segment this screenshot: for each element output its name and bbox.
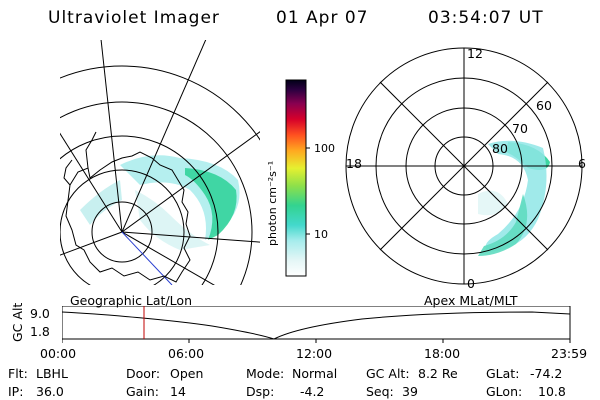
x-tick-0000: 00:00 [40, 346, 77, 361]
intensity-colorbar [285, 79, 310, 277]
y-tick-9: 9.0 [30, 306, 50, 321]
mlat-label-80: 80 [492, 141, 508, 156]
instrument-title: Ultraviolet Imager [48, 8, 220, 28]
colorbar-tick-100: 100 [314, 142, 335, 155]
x-tick-2359: 23:59 [551, 346, 588, 361]
gain-value: 14 [170, 384, 186, 399]
x-tick-0600: 06:00 [168, 346, 205, 361]
x-tick-1200: 12:00 [296, 346, 333, 361]
seq-value: 39 [402, 384, 418, 399]
mode-value: Normal [292, 366, 338, 381]
glon-value: 10.8 [538, 384, 566, 399]
glat-label: GLat: [486, 366, 520, 381]
mlt-label-12: 12 [467, 46, 483, 61]
ip-value: 36.0 [36, 384, 64, 399]
mlt-label-0: 0 [467, 276, 475, 291]
aurora-emission-mlt [478, 140, 550, 256]
apex-frame-title: Apex MLat/MLT [424, 293, 518, 308]
colorbar-unit-label: photon cm⁻²s⁻¹ [266, 160, 279, 246]
geo-latitude-grid [60, 65, 260, 285]
gcalt-value: 8.2 Re [418, 366, 458, 381]
glon-label: GLon: [486, 384, 523, 399]
glat-value: -74.2 [530, 366, 563, 381]
geo-frame-title: Geographic Lat/Lon [70, 293, 192, 308]
geo-meridians [60, 40, 260, 285]
timeline-y-axis-label: GC Alt [10, 302, 25, 342]
flt-value: LBHL [36, 366, 68, 381]
dsp-label: Dsp: [246, 384, 275, 399]
gain-label: Gain: [126, 384, 159, 399]
x-ticks [62, 339, 571, 343]
colorbar-tick-10: 10 [314, 228, 328, 241]
door-label: Door: [126, 366, 161, 381]
seq-label: Seq: [366, 384, 394, 399]
mode-label: Mode: [246, 366, 285, 381]
mlat-label-70: 70 [512, 121, 528, 136]
gcalt-label: GC Alt: [366, 366, 410, 381]
geographic-map [60, 40, 260, 285]
date-label: 01 Apr 07 [276, 8, 369, 28]
dsp-value: -4.2 [300, 384, 325, 399]
mlt-polar-dial [345, 47, 583, 285]
orbit-altitude-timeline[interactable] [62, 306, 574, 344]
door-value: Open [170, 366, 204, 381]
altitude-curve [62, 311, 571, 340]
antarctica-coastline [65, 151, 191, 283]
y-tick-1-8: 1.8 [30, 324, 50, 339]
x-tick-1800: 18:00 [424, 346, 461, 361]
mlat-label-60: 60 [536, 98, 552, 113]
mlt-label-6: 6 [578, 156, 586, 171]
time-label: 03:54:07 UT [428, 8, 544, 28]
ip-label: IP: [8, 384, 24, 399]
flt-label: Flt: [8, 366, 28, 381]
mlt-label-18: 18 [346, 156, 362, 171]
